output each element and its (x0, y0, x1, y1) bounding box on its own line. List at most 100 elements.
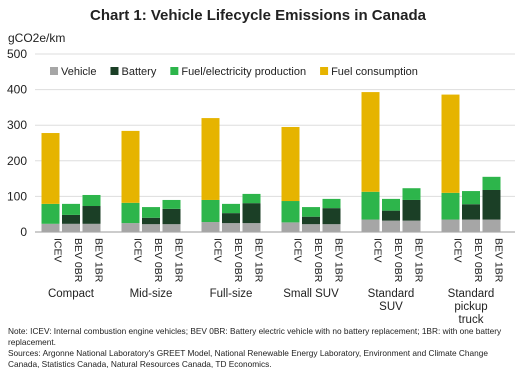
bar-segment (482, 189, 501, 220)
bar-segment (441, 94, 460, 193)
bar-segment (302, 224, 320, 232)
y-axis-label: gCO2e/km (8, 31, 65, 45)
x-tick-label: ICEV (52, 238, 64, 263)
group-label-line: Standard (448, 288, 495, 300)
legend-swatch (110, 67, 119, 75)
bar-segment (281, 126, 300, 202)
bar-segment (222, 223, 240, 232)
legend-label: Fuel/electricity production (181, 66, 306, 78)
bar-segment (162, 199, 181, 209)
bar-segment (361, 191, 380, 220)
bar-segment (242, 203, 261, 224)
bar-segment (322, 198, 341, 209)
y-tick-label: 200 (7, 154, 27, 168)
note: Note: ICEV: Internal combustion engine v… (8, 326, 502, 347)
bar-segment (121, 223, 140, 232)
x-tick-label: BEV 1BR (173, 238, 185, 283)
group-label: Standard pickup truck (448, 288, 495, 325)
bar-segment (201, 118, 220, 200)
bar-segment (121, 130, 140, 203)
bar-segment (482, 176, 501, 190)
bar-segment (162, 208, 181, 225)
bar-segment (41, 223, 60, 232)
x-tick-label: ICEV (132, 238, 144, 263)
bar-segment (242, 193, 261, 204)
bar-segment (402, 220, 421, 232)
y-tick-label: 300 (7, 118, 27, 132)
group-label: Full-size (210, 288, 253, 300)
group-label: Mid-size (130, 288, 173, 300)
bar-segment (482, 219, 501, 232)
x-tick-label: BEV 1BR (93, 238, 105, 283)
bar-segment (281, 201, 300, 223)
x-tick-label: ICEV (452, 238, 464, 263)
bar-segment (62, 214, 80, 224)
bar-segment (462, 219, 480, 232)
legend-label: Battery (121, 66, 156, 78)
group-label: Compact (48, 288, 95, 300)
group-label-line: pickup (454, 301, 487, 313)
legend-swatch (50, 67, 58, 75)
chart: Chart 1: Vehicle Lifecycle Emissions in … (7, 7, 515, 325)
notes: Note: ICEV: Internal combustion engine v… (8, 326, 511, 370)
bar-segment (222, 213, 240, 224)
bar-segment (281, 222, 300, 232)
bar-segment (162, 224, 181, 232)
y-tick-label: 400 (7, 83, 27, 97)
x-tick-label: BEV 0BR (72, 238, 84, 283)
sources: Sources: Argonne National Laboratory's G… (8, 348, 488, 369)
bar-segment (441, 192, 460, 220)
bar-segment (462, 191, 480, 205)
bar-segment (142, 224, 160, 232)
bar-segment (382, 198, 400, 211)
legend-label: Fuel consumption (331, 66, 418, 78)
x-tick-label: BEV 1BR (333, 238, 345, 283)
bar-segment (142, 217, 160, 225)
x-tick-label: BEV 1BR (413, 238, 425, 283)
bar-segment (322, 208, 341, 225)
bar-segment (222, 203, 240, 214)
bar-segment (382, 210, 400, 221)
bar-segment (201, 222, 220, 232)
bar-segment (361, 219, 380, 232)
bar-segment (382, 220, 400, 232)
x-tick-label: BEV 0BR (472, 238, 484, 283)
group-label-line: SUV (379, 301, 403, 313)
x-tick-label: BEV 1BR (253, 238, 265, 283)
x-tick-label: BEV 0BR (312, 238, 324, 283)
x-tick-label: BEV 0BR (392, 238, 404, 283)
x-tick-label: BEV 1BR (493, 238, 505, 283)
legend-swatch (320, 67, 329, 75)
group-label-line: Small SUV (283, 288, 339, 300)
y-tick-label: 0 (20, 225, 27, 239)
bar-segment (201, 199, 220, 223)
bar-segment (441, 219, 460, 232)
group-label-line: Compact (48, 288, 95, 300)
bar-segment (361, 92, 380, 192)
bar-segment (142, 207, 160, 218)
chart-title: Chart 1: Vehicle Lifecycle Emissions in … (90, 7, 427, 24)
group-label: Standard SUV (368, 288, 415, 313)
bar-segment (302, 207, 320, 217)
bar-segment (82, 206, 101, 224)
bar-segment (322, 224, 341, 232)
bar-segment (82, 223, 101, 232)
group-label: Small SUV (283, 288, 339, 300)
legend-label: Vehicle (61, 66, 96, 78)
group-label-line: Mid-size (130, 288, 173, 300)
bar-segment (402, 188, 421, 200)
bar-segment (82, 194, 101, 207)
group-label-line: truck (459, 314, 484, 325)
bar-segment (121, 202, 140, 224)
bar-segment (62, 223, 80, 232)
bar-segment (462, 204, 480, 220)
group-label-line: Standard (368, 288, 415, 300)
bar-segment (41, 203, 60, 224)
bar-segment (402, 199, 421, 221)
bar-segment (41, 133, 60, 204)
x-tick-label: BEV 0BR (232, 238, 244, 283)
bar-segment (62, 203, 80, 215)
bar-segment (302, 216, 320, 225)
x-tick-label: ICEV (372, 238, 384, 263)
